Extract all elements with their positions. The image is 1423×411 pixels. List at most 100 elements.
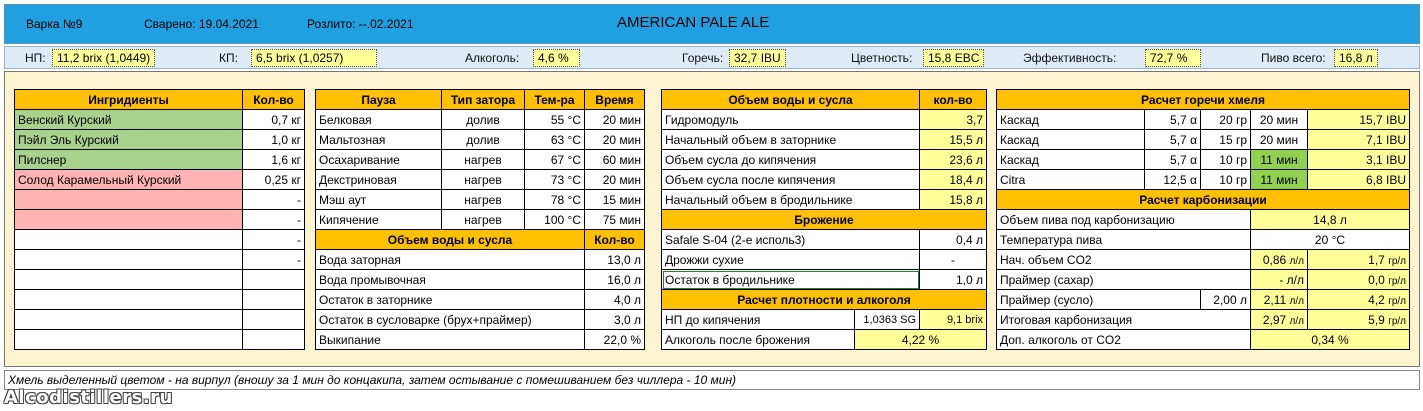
mash-type[interactable]: долив xyxy=(441,109,525,130)
ingredient-name[interactable]: Венский Курский xyxy=(14,109,243,130)
pause-temp[interactable]: 100 °C xyxy=(524,209,585,230)
water-item[interactable]: Вода заторная xyxy=(315,249,585,270)
ingredient-name[interactable] xyxy=(14,329,243,350)
mash-type[interactable]: долив xyxy=(441,129,525,150)
water-item[interactable]: Остаток в заторнике xyxy=(315,289,585,310)
gravity-og-sg[interactable]: 1,0363 SG xyxy=(853,309,921,330)
hop-name[interactable]: Каскад xyxy=(996,149,1145,170)
ingredient-qty[interactable]: 0,25 кг xyxy=(242,169,305,190)
water-item[interactable]: Остаток в сусловарке (брух+праймер) xyxy=(315,309,585,330)
ingredient-name[interactable]: Солод Карамельный Курский xyxy=(14,169,243,190)
primer-wort-volume[interactable]: 2,00 л xyxy=(1200,289,1251,310)
ingredient-qty[interactable]: - xyxy=(242,189,305,210)
hop-alpha[interactable]: 5,7 α xyxy=(1144,129,1201,150)
volume-item[interactable]: Гидромодуль xyxy=(660,109,921,130)
fermentation-item[interactable]: Остаток в бродильнике xyxy=(660,269,921,290)
water-item[interactable]: Вода промывочная xyxy=(315,269,585,290)
ingredient-name[interactable] xyxy=(14,269,243,290)
hop-time[interactable]: 20 мин xyxy=(1250,129,1308,150)
gravity-og-brix[interactable]: 9,1 brix xyxy=(919,309,988,330)
pause-time[interactable]: 20 мин xyxy=(584,129,645,150)
hop-name[interactable]: Каскад xyxy=(996,129,1145,150)
ingredient-qty[interactable]: - xyxy=(242,209,305,230)
ingredient-name[interactable] xyxy=(14,209,243,230)
pause-time[interactable]: 60 мин xyxy=(584,149,645,170)
ingredient-qty[interactable] xyxy=(242,309,305,330)
pause-time[interactable]: 20 мин xyxy=(584,169,645,190)
pause-name[interactable]: Кипячение xyxy=(315,209,442,230)
ingredient-name[interactable]: Пэйл Эль Курский xyxy=(14,129,243,150)
ingredient-qty[interactable]: 1,6 кг xyxy=(242,149,305,170)
ingredient-name[interactable] xyxy=(14,309,243,330)
pause-temp[interactable]: 67 °C xyxy=(524,149,585,170)
volume-item[interactable]: Объем сусла до кипячения xyxy=(660,149,921,170)
water-value[interactable]: 16,0 л xyxy=(584,269,645,290)
mash-type[interactable]: нагрев xyxy=(441,149,525,170)
volume-value[interactable]: 15,8 л xyxy=(919,189,988,210)
beer-temp-value[interactable]: 20 °C xyxy=(1249,229,1411,250)
fermentation-value[interactable]: - xyxy=(919,249,988,270)
hop-time[interactable]: 11 мин xyxy=(1250,169,1308,190)
ingredient-name[interactable] xyxy=(14,249,243,270)
pause-name[interactable]: Белковая xyxy=(315,109,442,130)
hop-weight[interactable]: 10 гр xyxy=(1200,169,1251,190)
hop-time[interactable]: 11 мин xyxy=(1250,149,1308,170)
pause-temp[interactable]: 73 °C xyxy=(524,169,585,190)
hop-time[interactable]: 20 мин xyxy=(1250,109,1308,130)
pause-time[interactable]: 20 мин xyxy=(584,109,645,130)
volume-item[interactable]: Объем сусла после кипячения xyxy=(660,169,921,190)
volume-value[interactable]: 15,5 л xyxy=(919,129,988,150)
total-beer-value[interactable]: 16,8 л xyxy=(1334,49,1378,67)
ingredient-name[interactable] xyxy=(14,189,243,210)
water-item[interactable]: Выкипание xyxy=(315,329,585,350)
pause-time[interactable]: 75 мин xyxy=(584,209,645,230)
ingredient-qty[interactable]: - xyxy=(242,249,305,270)
hop-weight[interactable]: 15 гр xyxy=(1200,129,1251,150)
og-value[interactable]: 11,2 brix (1,0449) xyxy=(52,49,156,67)
ingredient-name[interactable] xyxy=(14,229,243,250)
ebc-value[interactable]: 15,8 EBC xyxy=(923,49,985,67)
pause-name[interactable]: Осахаривание xyxy=(315,149,442,170)
fermentation-value[interactable]: 0,4 л xyxy=(919,229,988,250)
volume-value[interactable]: 3,7 xyxy=(919,109,988,130)
gravity-abv-value[interactable]: 4,22 % xyxy=(853,329,988,350)
pause-time[interactable]: 15 мин xyxy=(584,189,645,210)
water-value[interactable]: 13,0 л xyxy=(584,249,645,270)
pause-name[interactable]: Мэш аут xyxy=(315,189,442,210)
hop-alpha[interactable]: 12,5 α xyxy=(1144,169,1201,190)
mash-type[interactable]: нагрев xyxy=(441,169,525,190)
volume-value[interactable]: 23,6 л xyxy=(919,149,988,170)
pause-temp[interactable]: 55 °C xyxy=(524,109,585,130)
ingredient-qty[interactable]: 0,7 кг xyxy=(242,109,305,130)
water-value[interactable]: 3,0 л xyxy=(584,309,645,330)
ingredient-qty[interactable]: 1,0 кг xyxy=(242,129,305,150)
water-value[interactable]: 4,0 л xyxy=(584,289,645,310)
ingredient-qty[interactable] xyxy=(242,289,305,310)
fermentation-item[interactable]: Safale S-04 (2-е исполь3) xyxy=(660,229,921,250)
efficiency-value[interactable]: 72,7 % xyxy=(1145,49,1201,67)
volume-item[interactable]: Начальный объем в бродильнике xyxy=(660,189,921,210)
hop-alpha[interactable]: 5,7 α xyxy=(1144,109,1201,130)
ingredient-qty[interactable] xyxy=(242,269,305,290)
abv-value[interactable]: 4,6 % xyxy=(533,49,580,67)
ingredient-qty[interactable] xyxy=(242,329,305,350)
ingredient-name[interactable]: Пилснер xyxy=(14,149,243,170)
volume-item[interactable]: Начальный объем в заторнике xyxy=(660,129,921,150)
water-value[interactable]: 22,0 % xyxy=(584,329,645,350)
pause-temp[interactable]: 78 °C xyxy=(524,189,585,210)
ingredient-qty[interactable]: - xyxy=(242,229,305,250)
pause-temp[interactable]: 63 °C xyxy=(524,129,585,150)
hop-name[interactable]: Citra xyxy=(996,169,1145,190)
mash-type[interactable]: нагрев xyxy=(441,209,525,230)
hop-weight[interactable]: 20 гр xyxy=(1200,109,1251,130)
hop-weight[interactable]: 10 гр xyxy=(1200,149,1251,170)
hop-name[interactable]: Каскад xyxy=(996,109,1145,130)
ibu-value[interactable]: 32,7 IBU xyxy=(729,49,786,67)
fg-value[interactable]: 6,5 brix (1,0257) xyxy=(251,49,377,67)
fermentation-item[interactable]: Дрожжи сухие xyxy=(660,249,921,270)
ingredient-name[interactable] xyxy=(14,289,243,310)
volume-value[interactable]: 18,4 л xyxy=(919,169,988,190)
pause-name[interactable]: Мальтозная xyxy=(315,129,442,150)
fermentation-value[interactable]: 1,0 л xyxy=(919,269,988,290)
pause-name[interactable]: Декстриновая xyxy=(315,169,442,190)
